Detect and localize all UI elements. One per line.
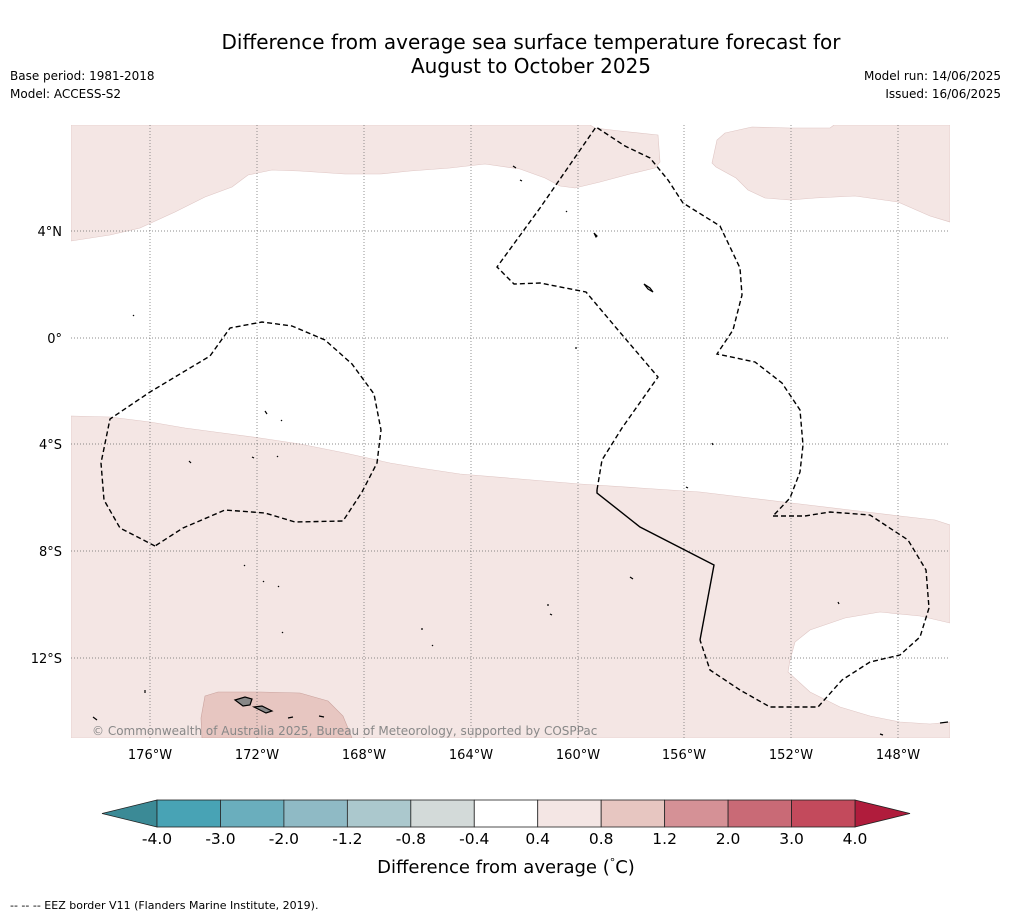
anomaly-region-north (71, 125, 661, 242)
eez-border-tokelau (100, 321, 382, 547)
colorbar-under-arrow (101, 799, 158, 828)
colorbar-tick-label: -4.0 (142, 830, 172, 848)
eez-solid-border (596, 490, 715, 641)
lon-label: 152°W (769, 748, 813, 763)
island (512, 165, 517, 169)
lon-label: 148°W (876, 748, 920, 763)
island (188, 460, 192, 464)
lon-label: 172°W (235, 748, 279, 763)
island-samoa-savaii (233, 696, 253, 707)
lon-label: 156°W (662, 748, 706, 763)
colorbar-segment (727, 799, 792, 828)
graticule (71, 125, 950, 738)
eez-border-solid-segment (596, 490, 715, 641)
lat-label: 8°S (39, 545, 62, 560)
title-line-2: August to October 2025 (410, 54, 652, 78)
chart-title: Difference from average sea surface temp… (0, 30, 1011, 78)
island (519, 179, 523, 182)
island (243, 564, 246, 567)
island (547, 604, 553, 616)
colorbar-tick-label: 3.0 (779, 830, 804, 848)
island (264, 410, 268, 415)
island (276, 455, 279, 458)
anomaly-region-northeast (711, 125, 950, 223)
lon-label: 160°W (556, 748, 600, 763)
colorbar-tick-label: 1.2 (652, 830, 677, 848)
island (879, 721, 949, 736)
colorbar-tick-label: -3.0 (205, 830, 235, 848)
lat-label: 12°S (31, 652, 62, 667)
axis-labels: 4°N 0° 4°S 8°S 12°S 176°W 172°W 168°W 16… (31, 225, 921, 763)
lat-label: 0° (47, 332, 62, 347)
island (277, 585, 280, 588)
island (318, 715, 325, 718)
island (593, 232, 598, 239)
island (711, 442, 714, 446)
colorbar-over-arrow (854, 799, 911, 828)
colorbar-tick-label: 0.4 (525, 830, 550, 848)
meta-left: Base period: 1981-2018 Model: ACCESS-S2 (10, 67, 155, 103)
island (280, 419, 283, 422)
island (565, 210, 568, 213)
colorbar-tick-label: -0.4 (459, 830, 489, 848)
island (837, 601, 840, 605)
island (685, 486, 689, 489)
model-name: Model: ACCESS-S2 (10, 87, 122, 101)
island (132, 314, 135, 317)
colorbar-segment (283, 799, 348, 828)
footer-note: -- -- -- EEZ border V11 (Flanders Marine… (10, 899, 319, 912)
eez-border-kiribati-line (496, 126, 804, 517)
colorbar-tick-label: -2.0 (269, 830, 299, 848)
title-line-1: Difference from average sea surface temp… (221, 30, 841, 54)
colorbar-segment (664, 799, 729, 828)
lat-label: 4°N (38, 225, 63, 240)
meta-right: Model run: 14/06/2025 Issued: 16/06/2025 (864, 67, 1001, 103)
lon-label: 164°W (449, 748, 493, 763)
colorbar-segment (791, 799, 856, 828)
island (643, 283, 654, 293)
island (251, 456, 255, 459)
island (629, 576, 634, 580)
colorbar-tick-label: 4.0 (843, 830, 868, 848)
issued-date: Issued: 16/06/2025 (885, 87, 1001, 101)
island (431, 644, 434, 647)
colorbar-segment (220, 799, 285, 828)
eez-border-french-polynesia (699, 511, 930, 708)
colorbar-tick-label: -0.8 (396, 830, 426, 848)
anomaly-region-south (71, 415, 950, 738)
colorbar-segment (346, 799, 412, 828)
colorbar-segment (410, 799, 475, 828)
colorbar-tick-label: 0.8 (589, 830, 614, 848)
islands (92, 165, 949, 736)
island (262, 580, 265, 583)
eez-borders (100, 126, 930, 708)
colorbar-tick-label: 2.0 (716, 830, 741, 848)
colorbar-segment (600, 799, 666, 828)
base-period: Base period: 1981-2018 (10, 69, 155, 83)
island (281, 631, 284, 634)
model-run: Model run: 14/06/2025 (863, 69, 1001, 83)
island-samoa-upolu (251, 705, 274, 714)
island (92, 716, 98, 721)
map-panel (71, 125, 950, 738)
colorbar-segment (473, 799, 539, 828)
copyright-notice: © Commonwealth of Australia 2025, Bureau… (92, 724, 598, 738)
lat-label: 4°S (39, 438, 62, 453)
colorbar-label: Difference from average (°C) (377, 856, 635, 878)
colorbar-tick-label: -1.2 (332, 830, 362, 848)
island (287, 716, 294, 719)
lon-label: 168°W (342, 748, 386, 763)
colorbar: -4.0 -3.0 -2.0 -1.2 -0.8 -0.4 0.4 0.8 1.2 2.0 3.0 4… (101, 799, 911, 878)
colorbar-segment (156, 799, 221, 828)
lon-label: 176°W (128, 748, 172, 763)
colorbar-segment (537, 799, 602, 828)
